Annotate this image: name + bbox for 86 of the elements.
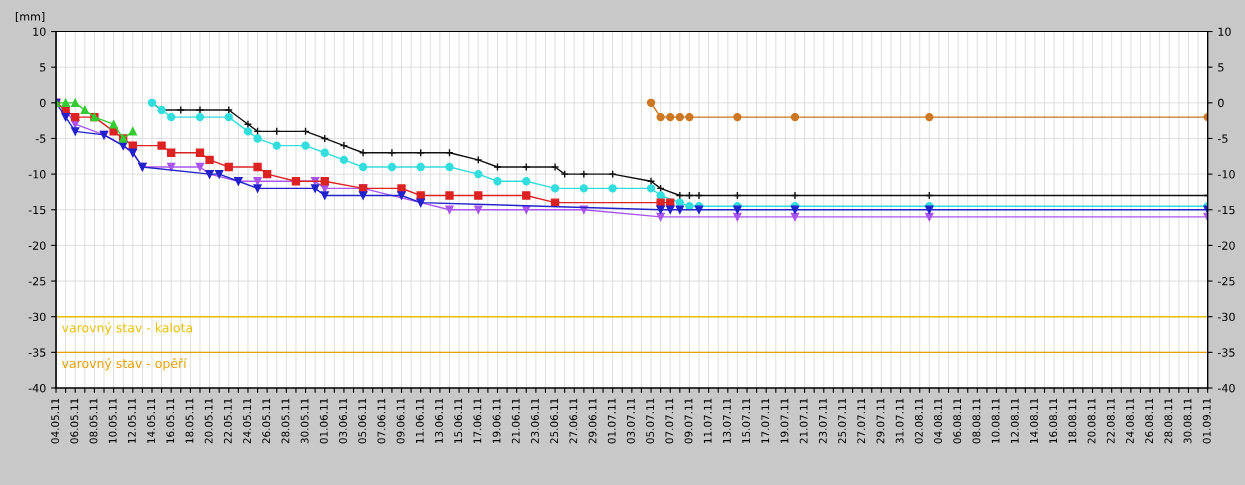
x-tick-label: 26.05.11 [262,398,271,444]
y2-tick-label: -40 [1217,383,1235,393]
y2-tick-label: -15 [1217,205,1235,215]
x-tick-label: 11.07.11 [703,398,712,443]
x-tick-label: 15.06.11 [454,398,463,443]
x-tick-label: 13.07.11 [722,398,731,443]
x-tick-label: 23.07.11 [818,398,827,444]
x-tick-label: 04.05.11 [51,398,60,444]
y-tick-label: -15 [28,205,46,215]
x-tick-label: 01.07.11 [607,398,616,444]
y2-tick-label: -20 [1217,241,1235,250]
x-tick-label: 27.07.11 [857,398,866,444]
y2-tick-label: 0 [1218,98,1224,108]
x-tick-label: 19.07.11 [780,398,789,443]
x-tick-label: 21.06.11 [511,398,520,444]
x-tick-label: 29.06.11 [588,398,597,444]
x-tick-label: 09.07.11 [684,398,693,444]
x-tick-label: 10.05.11 [108,398,117,443]
ref-line-label: varovný stav - opěří [61,357,187,371]
y2-tick-label: -10 [1217,170,1235,179]
y-tick-label: -5 [35,134,46,143]
y2-tick-label: 5 [1218,63,1224,72]
y-axis-title: [mm] [15,12,45,23]
y-tick-label: -30 [28,312,46,322]
x-tick-label: 11.06.11 [415,398,424,443]
x-tick-label: 24.08.11 [1126,398,1134,444]
x-tick-label: 31.07.11 [895,398,904,444]
x-tick-label: 28.05.11 [281,398,290,444]
x-tick-label: 01.06.11 [319,398,328,444]
x-tick-label: 18.08.11 [1068,398,1077,443]
x-tick-label: 16.05.11 [166,398,175,443]
y-tick-label: 0 [39,98,46,108]
x-tick-label: 10.08.11 [991,398,1000,443]
x-tick-label: 22.05.11 [223,398,232,444]
x-tick-label: 17.06.11 [473,398,482,443]
y-tick-label: 10 [33,27,46,36]
y-tick-label: -35 [28,348,46,357]
x-tick-label: 15.07.11 [742,398,751,443]
y-tick-label: -10 [28,170,46,179]
y2-tick-label: -35 [1217,348,1235,357]
x-tick-label: 21.07.11 [799,398,808,444]
x-tick-label: 02.08.11 [914,398,923,444]
x-tick-label: 27.06.11 [569,398,578,444]
x-tick-label: 16.08.11 [1049,398,1058,443]
x-tick-label: 18.05.11 [185,398,194,443]
y2-tick-label: 10 [1218,27,1231,36]
x-tick-label: 09.06.11 [396,398,405,444]
x-tick-label: 07.07.11 [665,398,674,444]
y2-tick-label: -30 [1217,312,1235,322]
x-tick-label: 25.07.11 [838,398,846,444]
x-tick-label: 20.05.11 [204,398,213,444]
x-tick-label: 07.06.11 [377,398,386,444]
y-tick-label: -20 [28,241,46,250]
x-tick-label: 24.05.11 [243,398,251,444]
x-tick-label: 14.08.11 [1030,398,1038,443]
x-tick-label: 23.06.11 [531,398,539,444]
x-tick-label: 22.08.11 [1106,398,1115,444]
y-tick-label: -25 [28,277,46,286]
y2-tick-label: -5 [1217,134,1228,143]
x-tick-label: 01.09.11 [1202,398,1211,444]
x-tick-label: 08.05.11 [89,398,98,444]
x-tick-label: 20.08.11 [1087,398,1096,444]
x-tick-label: 13.06.11 [435,398,443,443]
x-tick-label: 19.06.11 [492,398,501,443]
x-tick-label: 05.07.11 [646,398,655,444]
x-tick-label: 12.08.11 [1010,398,1019,443]
y-tick-label: 5 [40,63,46,72]
x-tick-label: 30.05.11 [300,398,309,444]
y2-tick-label: -25 [1217,277,1235,286]
x-tick-label: 25.06.11 [550,398,559,444]
y-tick-label: -40 [28,383,46,393]
x-tick-label: 26.08.11 [1145,398,1154,444]
x-tick-label: 29.07.11 [876,398,885,444]
x-tick-label: 05.06.11 [358,398,367,444]
x-tick-label: 28.08.11 [1164,398,1173,444]
x-tick-label: 17.07.11 [761,398,770,443]
ref-line-label: varovný stav - kalota [61,322,192,335]
x-tick-label: 14.05.11 [147,398,156,443]
x-tick-label: 06.05.11 [70,398,79,444]
x-tick-label: 30.08.11 [1183,398,1192,444]
x-tick-label: 03.06.11 [339,398,347,444]
x-tick-label: 06.08.11 [953,398,962,444]
x-tick-label: 08.08.11 [972,398,981,444]
x-tick-label: 12.05.11 [127,398,136,443]
x-tick-label: 03.07.11 [626,398,635,444]
x-tick-label: 04.08.11 [934,398,942,444]
